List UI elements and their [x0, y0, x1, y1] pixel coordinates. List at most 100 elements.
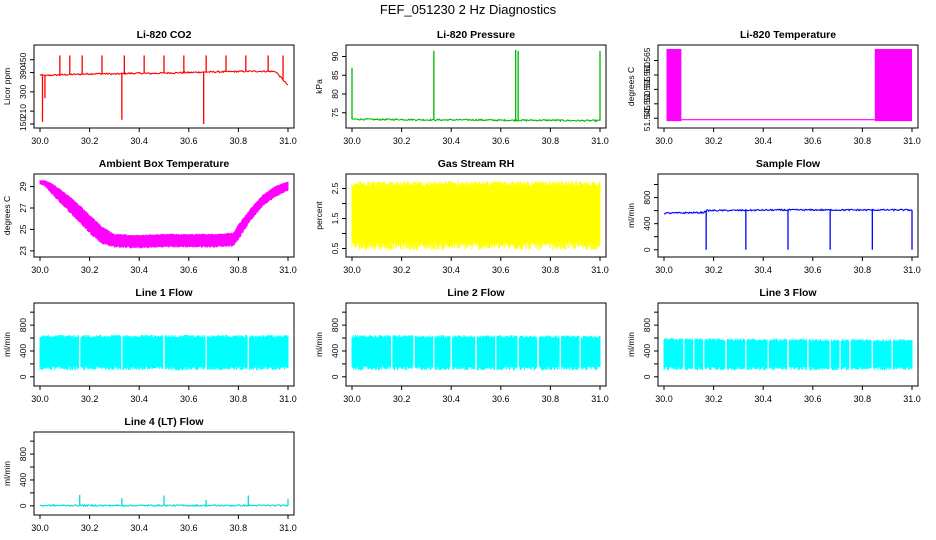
x-tick-label: 30.0 — [343, 394, 361, 404]
chart-panel: Line 1 Flow ml/min 30.0 30.2 30.4 30.6 30.8 31.… — [2, 287, 297, 404]
y-tick-label: 210 — [18, 104, 28, 118]
y-tick-label: 51.560 — [642, 62, 652, 88]
y-tick-label: 51.550 — [642, 91, 652, 117]
x-tick-label: 30.6 — [180, 523, 198, 533]
chart-title: Line 2 Flow — [447, 287, 505, 299]
x-tick-label: 30.2 — [81, 265, 99, 275]
y-axis-label: ml/min — [2, 461, 12, 486]
plot-area — [351, 181, 601, 250]
chart-panel: Li-820 Temperature degrees C 30.0 30.2 30.4 3… — [626, 29, 921, 146]
y-tick-label: 27 — [18, 203, 28, 213]
x-tick-label: 30.2 — [393, 136, 411, 146]
y-tick-label: 0 — [330, 374, 340, 379]
x-tick-label: 30.2 — [81, 394, 99, 404]
x-tick-label: 30.0 — [31, 136, 49, 146]
y-tick-label: 90 — [330, 52, 340, 62]
chart-title: Li-820 CO2 — [137, 29, 192, 41]
x-tick-label: 31.0 — [591, 394, 609, 404]
y-axis-label: degrees C — [2, 196, 12, 235]
chart-panel: Sample Flow ml/min 30.0 30.2 30.4 30.6 30.8 31.… — [626, 158, 921, 275]
data-envelope — [351, 181, 601, 250]
y-tick-label: 450 — [18, 52, 28, 66]
x-tick-label: 30.4 — [754, 394, 772, 404]
x-tick-label: 30.6 — [804, 136, 822, 146]
y-axis-label: kPa — [314, 79, 324, 94]
plot-area — [39, 55, 289, 124]
y-tick-label: 150 — [18, 117, 28, 131]
data-envelope — [39, 180, 289, 249]
chart-panel: Ambient Box Temperature degrees C 30.0 30.2… — [2, 158, 297, 275]
x-tick-label: 30.0 — [655, 394, 673, 404]
y-tick-label: 400 — [642, 216, 652, 230]
x-tick-label: 30.4 — [754, 265, 772, 275]
chart-panel: Line 4 (LT) Flow ml/min 30.0 30.2 30.4 30.6 30… — [2, 416, 297, 533]
x-tick-label: 31.0 — [279, 394, 297, 404]
x-tick-label: 30.0 — [343, 136, 361, 146]
y-axis-label: ml/min — [2, 332, 12, 357]
x-tick-label: 30.0 — [31, 394, 49, 404]
chart-panel: Gas Stream RH percent 30.0 30.2 30.4 30.6 30.8… — [314, 158, 609, 275]
y-tick-label: 2.5 — [330, 182, 340, 194]
chart-panel: Li-820 CO2 Licor ppm 30.0 30.2 30.4 30.6 30.8 3… — [2, 29, 297, 146]
y-tick-label: 0 — [642, 374, 652, 379]
plot-area — [39, 334, 289, 371]
x-tick-label: 30.0 — [343, 265, 361, 275]
x-tick-label: 30.6 — [804, 394, 822, 404]
data-band — [666, 49, 682, 122]
x-tick-label: 30.2 — [393, 265, 411, 275]
x-tick-label: 30.8 — [854, 394, 872, 404]
plot-area — [351, 49, 601, 123]
x-tick-label: 30.6 — [180, 136, 198, 146]
x-tick-label: 30.4 — [442, 265, 460, 275]
x-tick-label: 30.6 — [492, 394, 510, 404]
y-axis-label: Licor ppm — [2, 68, 12, 105]
y-tick-label: 800 — [18, 447, 28, 461]
data-series-line — [351, 117, 601, 123]
chart-title: Li-820 Pressure — [437, 29, 515, 41]
x-tick-label: 31.0 — [279, 523, 297, 533]
y-tick-label: 800 — [642, 318, 652, 332]
y-tick-label: 400 — [330, 344, 340, 358]
y-tick-label: 51.565 — [642, 47, 652, 73]
y-tick-label: 800 — [18, 318, 28, 332]
x-tick-label: 30.2 — [705, 265, 723, 275]
data-envelope — [351, 334, 601, 371]
x-tick-label: 30.2 — [81, 136, 99, 146]
x-tick-label: 30.4 — [754, 136, 772, 146]
y-axis-label: ml/min — [626, 332, 636, 357]
x-tick-label: 30.2 — [705, 394, 723, 404]
y-axis-label: ml/min — [314, 332, 324, 357]
x-tick-label: 30.8 — [854, 265, 872, 275]
chart-title: Line 3 Flow — [759, 287, 817, 299]
chart-panel: Line 3 Flow ml/min 30.0 30.2 30.4 30.6 30.8 31.… — [626, 287, 921, 404]
chart-panel: Li-820 Pressure kPa 30.0 30.2 30.4 30.6 30.8 31… — [314, 29, 609, 146]
x-tick-label: 31.0 — [903, 136, 921, 146]
y-tick-label: 85 — [330, 70, 340, 80]
data-envelope — [663, 338, 913, 371]
x-tick-label: 31.0 — [591, 265, 609, 275]
y-tick-label: 0.5 — [330, 242, 340, 254]
plot-area — [39, 494, 289, 508]
x-tick-label: 30.8 — [542, 394, 560, 404]
x-tick-label: 30.8 — [230, 265, 248, 275]
chart-title: Line 1 Flow — [135, 287, 193, 299]
x-tick-label: 30.0 — [31, 523, 49, 533]
x-tick-label: 31.0 — [903, 265, 921, 275]
y-axis-label: percent — [314, 201, 324, 230]
x-tick-label: 30.2 — [81, 523, 99, 533]
x-tick-label: 30.8 — [542, 265, 560, 275]
y-tick-label: 0 — [18, 503, 28, 508]
y-tick-label: 29 — [18, 182, 28, 192]
x-tick-label: 30.4 — [130, 136, 148, 146]
x-tick-label: 30.4 — [130, 394, 148, 404]
figure-title: FEF_051230 2 Hz Diagnostics — [379, 2, 557, 17]
x-tick-label: 30.6 — [180, 394, 198, 404]
plot-frame — [345, 44, 607, 129]
x-tick-label: 30.8 — [230, 394, 248, 404]
x-tick-label: 31.0 — [591, 136, 609, 146]
y-axis-label: ml/min — [626, 203, 636, 228]
y-tick-label: 1.5 — [330, 212, 340, 224]
chart-title: Ambient Box Temperature — [99, 158, 230, 170]
x-tick-label: 31.0 — [903, 394, 921, 404]
y-tick-label: 75 — [330, 108, 340, 118]
